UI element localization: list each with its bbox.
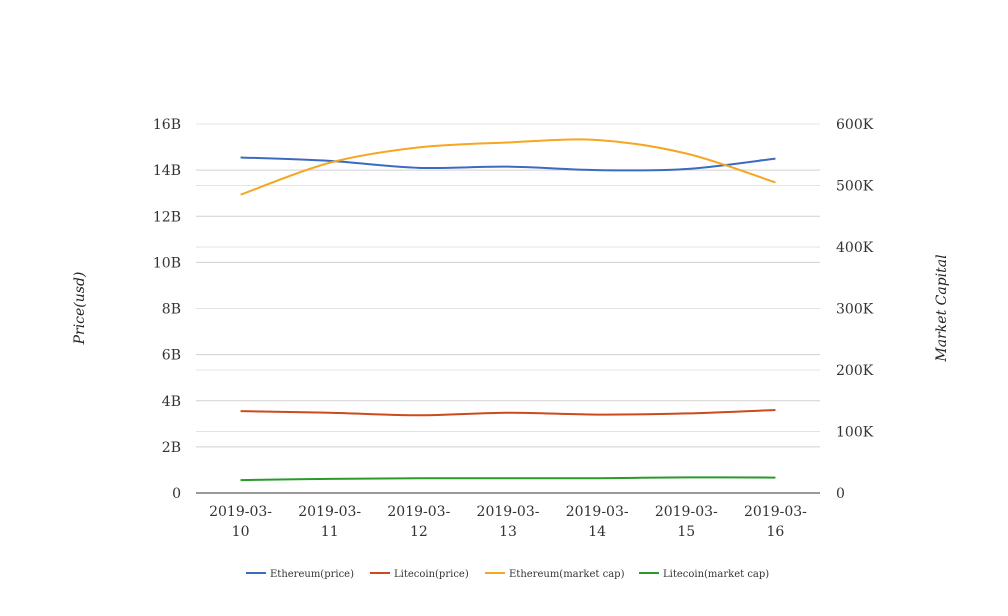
x-tick-label: 2019-03-15: [655, 504, 718, 540]
right-tick-label: 0: [836, 486, 845, 502]
series-lines: [240, 138, 776, 482]
left-tick-label: 8B: [162, 302, 181, 318]
x-tick-label: 2019-03-11: [298, 504, 361, 540]
x-axis-ticks: 2019-03-10 2019-03-11 2019-03-12 2019-03-13…: [209, 504, 807, 540]
left-tick-label: 14B: [153, 163, 181, 179]
legend-label-ethereum-market-cap: Ethereum(market cap): [509, 569, 625, 580]
right-tick-label: 300K: [836, 302, 874, 318]
right-axis-ticks: 0 100K 200K 300K 400K 500K 600K: [836, 117, 874, 502]
legend: Ethereum(price) Litecoin(price) Ethereum(m…: [246, 569, 769, 580]
left-axis-ticks: 0 2B 4B 6B 8B 10B 12B 14B 16B: [153, 117, 181, 502]
right-gridlines: [196, 123, 820, 432]
right-tick-label: 500K: [836, 179, 874, 195]
right-axis-title: Market Capital: [934, 254, 950, 362]
legend-label-ethereum-price: Ethereum(price): [270, 569, 354, 580]
series-line-litecoin-price: [240, 408, 776, 417]
series-line-ethereum-market-cap: [240, 138, 776, 196]
left-gridlines: [196, 123, 820, 448]
legend-label-litecoin-price: Litecoin(price): [394, 569, 469, 580]
left-tick-label: 6B: [162, 348, 181, 364]
left-tick-label: 10B: [153, 255, 181, 271]
x-tick-label: 2019-03-12: [387, 504, 450, 540]
left-tick-label: 0: [172, 486, 181, 502]
left-tick-label: 16B: [153, 117, 181, 133]
left-tick-label: 12B: [153, 209, 181, 225]
series-line-litecoin-market-cap: [240, 476, 776, 482]
x-tick-label: 2019-03-13: [477, 504, 540, 540]
x-tick-label: 2019-03-16: [744, 504, 807, 540]
x-tick-label: 2019-03-14: [566, 504, 629, 540]
left-tick-label: 4B: [162, 394, 181, 410]
right-tick-label: 400K: [836, 240, 874, 256]
right-tick-label: 600K: [836, 117, 874, 133]
legend-label-litecoin-market-cap: Litecoin(market cap): [663, 569, 769, 580]
series-line-ethereum-price: [240, 156, 776, 172]
right-tick-label: 100K: [836, 425, 874, 441]
left-axis-title: Price(usd): [72, 272, 88, 346]
right-tick-label: 200K: [836, 363, 874, 379]
left-tick-label: 2B: [162, 440, 181, 456]
x-tick-label: 2019-03-10: [209, 504, 272, 540]
